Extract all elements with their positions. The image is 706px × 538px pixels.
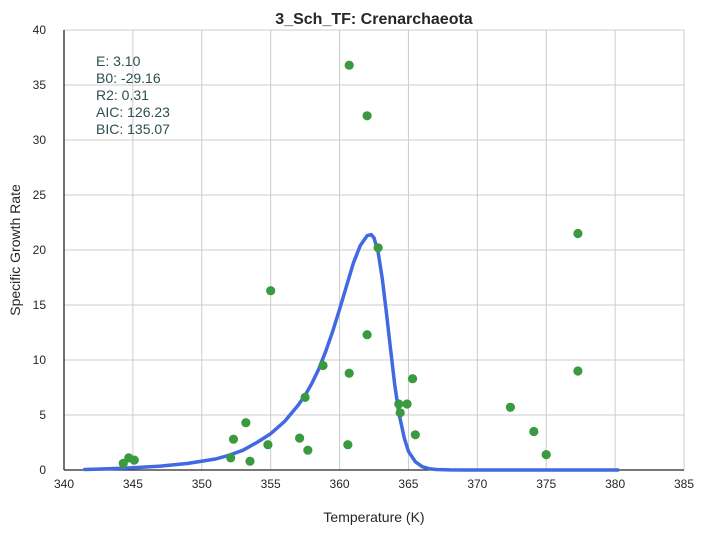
fit-curve [82,232,620,472]
y-tick-label: 30 [33,133,47,147]
data-point [573,366,583,376]
y-tick-label: 5 [39,408,46,422]
data-point [402,399,412,409]
data-point [226,453,236,463]
data-point [241,418,251,428]
grid [64,29,685,470]
x-tick-label: 360 [330,477,350,491]
data-point [394,399,404,409]
data-point [300,392,310,402]
data-point [228,434,239,444]
data-point [395,408,405,418]
x-tick-label: 340 [54,477,74,491]
x-tick-label: 380 [605,477,625,491]
x-axis-label: Temperature (K) [323,509,424,525]
y-tick-label: 20 [33,243,47,257]
stat-r2: R2: 0.31 [96,87,149,103]
data-point [344,60,354,70]
fit-statistics: E: 3.10 B0: -29.16 R2: 0.31 AIC: 126.23 … [96,53,170,137]
y-tick-label: 15 [33,298,47,312]
x-tick-label: 350 [192,477,212,491]
x-tick-label: 365 [398,477,418,491]
chart-title: 3_Sch_TF: Crenarchaeota [275,11,473,28]
data-point [263,440,273,450]
data-point [129,455,139,465]
data-point [410,430,420,440]
data-point [362,111,372,121]
x-tick-label: 370 [467,477,487,491]
data-point [245,456,255,466]
y-tick-label: 40 [33,23,47,37]
x-tick-label: 375 [536,477,556,491]
stat-b0: B0: -29.16 [96,70,161,86]
data-point [505,402,515,412]
data-point [303,445,313,455]
data-point [266,286,276,296]
y-tick-label: 35 [33,78,47,92]
data-points [118,60,583,468]
data-point [343,440,353,450]
x-tick-label: 385 [674,477,694,491]
y-tick-label: 25 [33,188,47,202]
data-point [295,433,305,443]
stat-bic: BIC: 135.07 [96,121,170,137]
x-tick-label: 355 [261,477,281,491]
data-point [362,330,372,340]
data-point [344,368,354,378]
data-point [529,426,539,437]
data-point [573,228,583,239]
y-tick-label: 10 [33,353,47,367]
x-tick-label: 345 [123,477,143,491]
data-point [407,374,418,384]
data-point [373,243,383,253]
stat-aic: AIC: 126.23 [96,104,170,120]
tick-labels: 340 345 350 355 360 365 370 375 380 385 0 5 10 15 20 25… [33,23,695,491]
data-point [318,360,328,371]
fit-curve-layer [82,232,620,472]
y-axis-label: Specific Growth Rate [7,184,23,316]
stat-e: E: 3.10 [96,53,141,69]
y-tick-label: 0 [39,463,46,477]
data-point [541,450,551,460]
